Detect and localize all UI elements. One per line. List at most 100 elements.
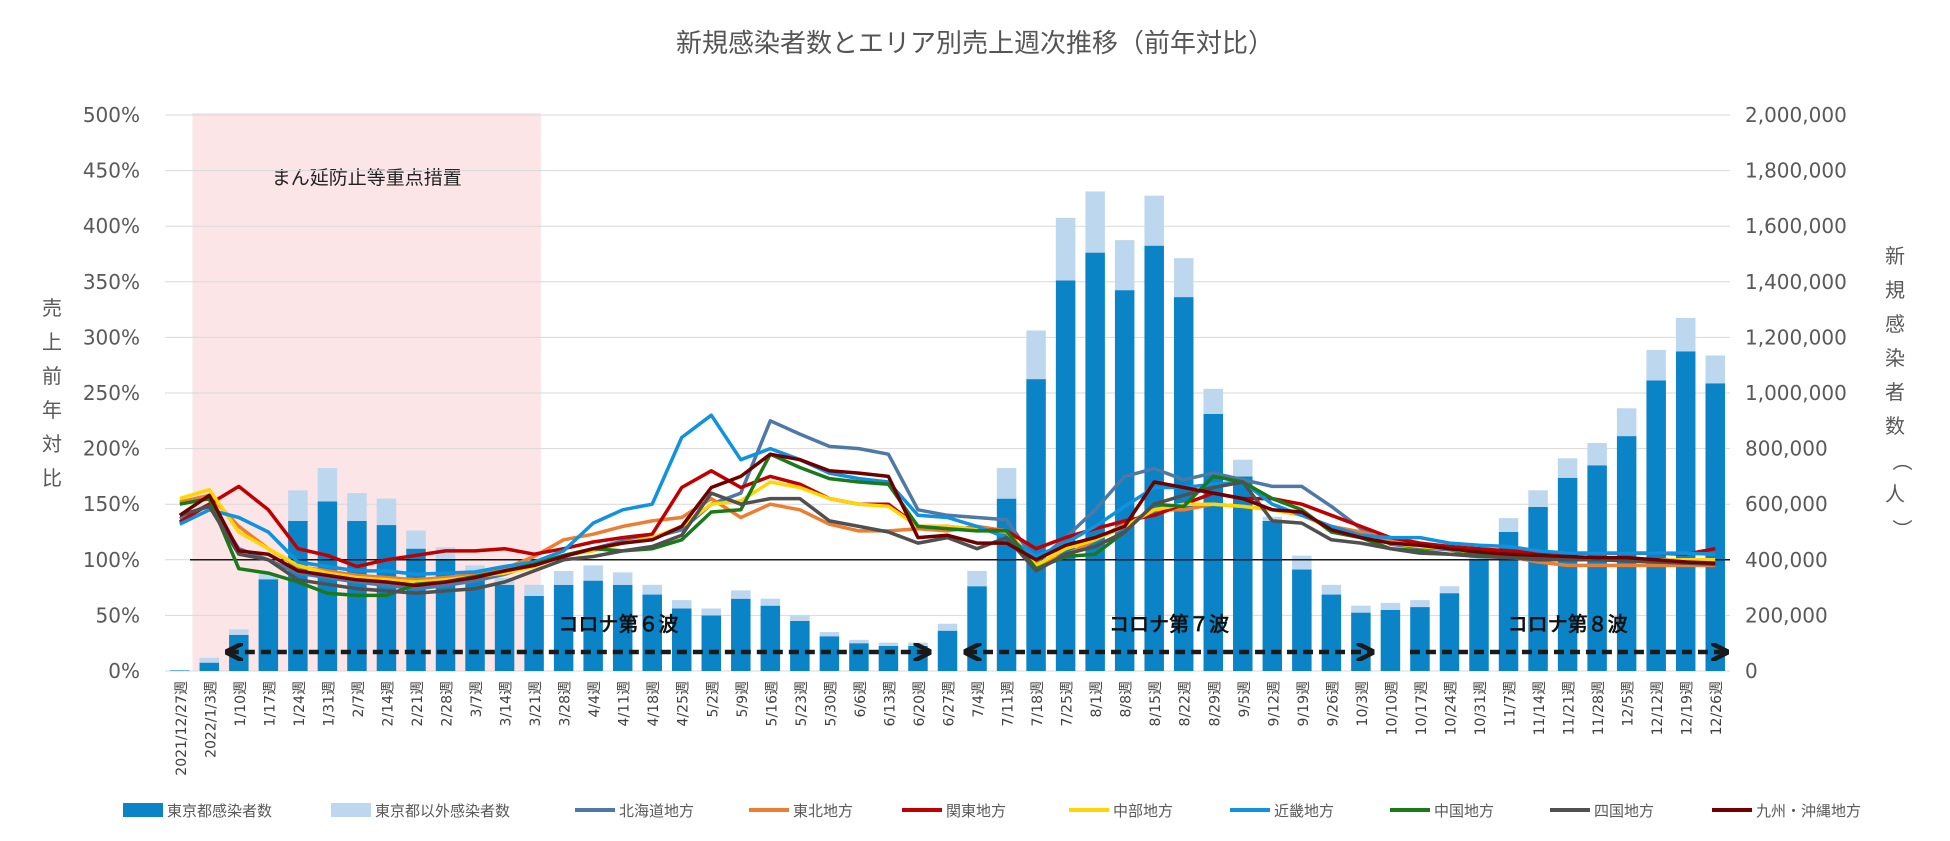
category-label: 10/24週 xyxy=(1443,681,1459,735)
axes: 0% 50% 100% 150% 200% 250% 300% 350% 400% 450% 500… xyxy=(42,103,1914,776)
left-tick-label: 300% xyxy=(83,325,140,349)
chart-title: 新規感染者数とエリア別売上週次推移（前年対比） xyxy=(676,29,1274,59)
category-label: 11/7週 xyxy=(1503,681,1519,726)
category-label: 3/7週 xyxy=(469,681,485,718)
legend-label: 東京都感染者数 xyxy=(167,802,272,820)
bar-outside-tokyo xyxy=(642,584,662,595)
category-label: 6/6週 xyxy=(853,681,869,718)
bar-tokyo xyxy=(1675,351,1696,671)
bar-tokyo xyxy=(908,645,928,671)
category-label: 7/4週 xyxy=(971,681,987,718)
category-label: 9/19週 xyxy=(1296,681,1312,726)
bar-outside-tokyo xyxy=(849,639,869,644)
bar-tokyo xyxy=(937,630,958,671)
bar-tokyo xyxy=(199,662,220,671)
right-axis-label-char: 染 xyxy=(1885,346,1905,370)
bar-tokyo xyxy=(849,643,869,671)
right-axis-label-char: 規 xyxy=(1885,278,1905,302)
legend-swatch xyxy=(331,803,371,817)
bar-outside-tokyo xyxy=(376,498,397,526)
left-tick-label: 150% xyxy=(83,492,140,516)
category-label: 10/31週 xyxy=(1473,681,1489,735)
category-label: 11/21週 xyxy=(1562,681,1578,735)
bar-tokyo xyxy=(1321,594,1342,671)
category-label: 9/12週 xyxy=(1266,681,1282,726)
category-label: 4/25週 xyxy=(676,681,692,726)
bar-outside-tokyo xyxy=(406,530,426,549)
bar-outside-tokyo xyxy=(199,657,220,663)
left-tick-label: 350% xyxy=(83,270,140,294)
bar-outside-tokyo xyxy=(967,570,987,587)
left-axis-label-char: 売 xyxy=(42,296,62,320)
right-tick-label: 400,000 xyxy=(1745,548,1828,572)
legend-label: 東京都以外感染者数 xyxy=(375,802,510,820)
bar-tokyo xyxy=(1262,520,1283,671)
bar-outside-tokyo xyxy=(1587,443,1607,466)
right-axis-label-char: ） xyxy=(1890,519,1914,539)
bar-outside-tokyo xyxy=(1351,605,1371,613)
bar-tokyo xyxy=(1439,593,1460,671)
line-series xyxy=(178,452,1716,588)
right-axis-label-char: （ xyxy=(1890,451,1914,471)
category-label: 10/3週 xyxy=(1355,681,1371,726)
shaded-period-label: まん延防止等重点措置 xyxy=(272,167,462,189)
bar-tokyo xyxy=(790,620,810,671)
bar-outside-tokyo xyxy=(1233,459,1253,477)
right-tick-label: 1,200,000 xyxy=(1745,325,1847,349)
left-tick-label: 450% xyxy=(83,159,140,183)
right-tick-label: 800,000 xyxy=(1745,437,1828,461)
bar-outside-tokyo xyxy=(347,493,367,521)
category-label: 2021/12/27週 xyxy=(174,681,190,776)
bar-outside-tokyo xyxy=(908,642,928,646)
legend: 東京都感染者数 東京都以外感染者数 北海道地方 東北地方 関東地方 中部地方 近畿地方 中国地… xyxy=(123,802,1861,820)
legend-label: 中部地方 xyxy=(1113,802,1173,820)
bar-tokyo xyxy=(1705,383,1725,671)
wave-label: コロナ第８波 xyxy=(1508,612,1629,636)
bar-outside-tokyo xyxy=(1203,388,1223,414)
legend-label: 中国地方 xyxy=(1434,802,1494,820)
bar-tokyo xyxy=(1085,252,1105,672)
bar-tokyo xyxy=(1292,569,1312,671)
category-label: 6/20週 xyxy=(912,681,928,726)
category-label: 2/21週 xyxy=(410,681,426,726)
bar-tokyo xyxy=(731,598,751,671)
bar-tokyo xyxy=(288,520,308,671)
bar-tokyo xyxy=(996,498,1017,671)
bar-tokyo xyxy=(1528,506,1548,671)
legend-label: 九州・沖縄地方 xyxy=(1756,802,1861,820)
bar-tokyo xyxy=(494,584,515,671)
category-label: 10/10週 xyxy=(1384,681,1400,735)
category-label: 4/11週 xyxy=(617,681,633,726)
annotations: コロナ第６波 コロナ第７波 コロナ第８波 xyxy=(229,612,1725,652)
right-axis-label-char: 数 xyxy=(1885,414,1905,438)
category-label: 2/14週 xyxy=(380,681,396,726)
bar-tokyo xyxy=(1469,559,1489,671)
bar-outside-tokyo xyxy=(1144,195,1164,246)
bar-tokyo xyxy=(1144,245,1164,671)
bar-tokyo xyxy=(1587,465,1607,671)
bar-outside-tokyo xyxy=(1055,217,1076,281)
bar-tokyo xyxy=(1173,297,1194,671)
bar-outside-tokyo xyxy=(1616,408,1637,437)
left-axis-label-char: 前 xyxy=(42,364,62,388)
category-label: 8/15週 xyxy=(1148,681,1164,726)
bar-outside-tokyo xyxy=(672,600,692,609)
line-series xyxy=(179,480,1716,595)
right-tick-label: 1,600,000 xyxy=(1745,214,1847,238)
bar-tokyo xyxy=(317,501,338,671)
bar-outside-tokyo xyxy=(790,615,810,621)
category-label: 1/10週 xyxy=(233,681,249,726)
category-label: 7/18週 xyxy=(1030,681,1046,726)
bar-tokyo xyxy=(701,615,722,671)
right-axis-label-char: 人 xyxy=(1885,482,1905,506)
bar-tokyo xyxy=(967,586,987,671)
category-label: 11/28週 xyxy=(1591,681,1607,735)
category-label: 3/21週 xyxy=(528,681,544,726)
bar-tokyo xyxy=(1498,532,1519,671)
category-label: 12/26週 xyxy=(1709,681,1725,735)
right-tick-label: 0 xyxy=(1745,659,1758,683)
left-axis-label-char: 上 xyxy=(42,330,62,354)
bar-outside-tokyo xyxy=(288,490,308,521)
wave-label: コロナ第７波 xyxy=(1109,612,1230,636)
category-label: 6/27週 xyxy=(942,681,958,726)
